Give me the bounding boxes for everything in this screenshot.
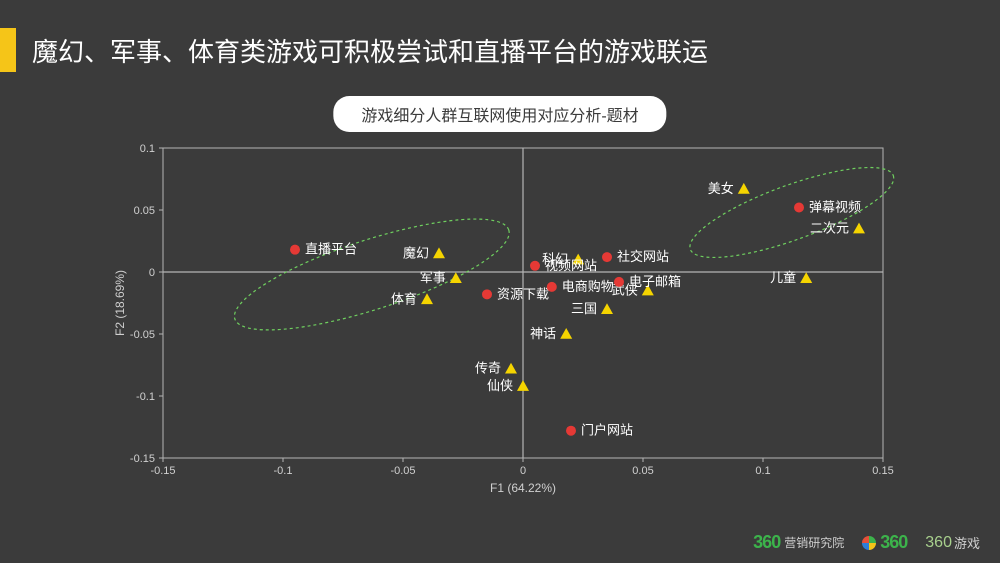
brand-logo-3: 360 游戏 xyxy=(925,533,980,552)
svg-text:门户网站: 门户网站 xyxy=(581,423,633,438)
svg-text:军事: 军事 xyxy=(420,270,446,285)
svg-text:0.05: 0.05 xyxy=(632,465,653,477)
svg-text:弹幕视频: 弹幕视频 xyxy=(809,200,861,215)
title-bar: 魔幻、军事、体育类游戏可积极尝试和直播平台的游戏联运 xyxy=(0,28,708,72)
svg-text:0.15: 0.15 xyxy=(872,465,893,477)
svg-text:仙侠: 仙侠 xyxy=(487,378,513,393)
scatter-chart: -0.15 -0.1 -0.05 0 0.05 0.1 0.15 -0.15 -0.1 -0.05… xyxy=(108,138,898,498)
svg-text:体育: 体育 xyxy=(391,291,417,306)
title-accent xyxy=(0,28,16,72)
svg-text:三国: 三国 xyxy=(571,301,597,316)
svg-text:传奇: 传奇 xyxy=(475,361,501,376)
brand-logo-1: 360 营销研究院 xyxy=(753,532,844,553)
svg-text:-0.15: -0.15 xyxy=(130,453,155,465)
svg-text:美女: 美女 xyxy=(708,181,734,196)
svg-text:0.05: 0.05 xyxy=(134,205,155,217)
svg-text:直播平台: 直播平台 xyxy=(305,242,357,257)
chart-subtitle: 游戏细分人群互联网使用对应分析-题材 xyxy=(333,96,666,132)
svg-text:-0.1: -0.1 xyxy=(136,391,155,403)
svg-text:-0.1: -0.1 xyxy=(274,465,293,477)
svg-text:神话: 神话 xyxy=(530,326,556,341)
svg-text:F1 (64.22%): F1 (64.22%) xyxy=(490,481,556,495)
chip-icon xyxy=(862,536,876,550)
brand-logo-2: 360 xyxy=(862,532,907,553)
svg-text:F2 (18.69%): F2 (18.69%) xyxy=(113,270,127,336)
svg-text:-0.05: -0.05 xyxy=(130,329,155,341)
svg-text:-0.15: -0.15 xyxy=(150,465,175,477)
svg-text:儿童: 儿童 xyxy=(770,270,796,285)
page-title: 魔幻、军事、体育类游戏可积极尝试和直播平台的游戏联运 xyxy=(32,32,708,69)
svg-text:0: 0 xyxy=(520,465,526,477)
svg-text:0.1: 0.1 xyxy=(755,465,770,477)
footer-logos: 360 营销研究院 360 360 游戏 xyxy=(753,532,980,553)
svg-text:二次元: 二次元 xyxy=(810,221,849,236)
svg-text:电商购物: 电商购物 xyxy=(562,279,614,294)
svg-text:魔幻: 魔幻 xyxy=(403,245,429,260)
svg-text:视频网站: 视频网站 xyxy=(545,258,597,273)
svg-text:资源下载: 资源下载 xyxy=(497,286,549,301)
svg-text:0.1: 0.1 xyxy=(140,143,155,155)
svg-text:社交网站: 社交网站 xyxy=(617,249,669,264)
svg-text:-0.05: -0.05 xyxy=(390,465,415,477)
svg-text:0: 0 xyxy=(149,267,155,279)
svg-text:电子邮箱: 电子邮箱 xyxy=(629,274,681,289)
